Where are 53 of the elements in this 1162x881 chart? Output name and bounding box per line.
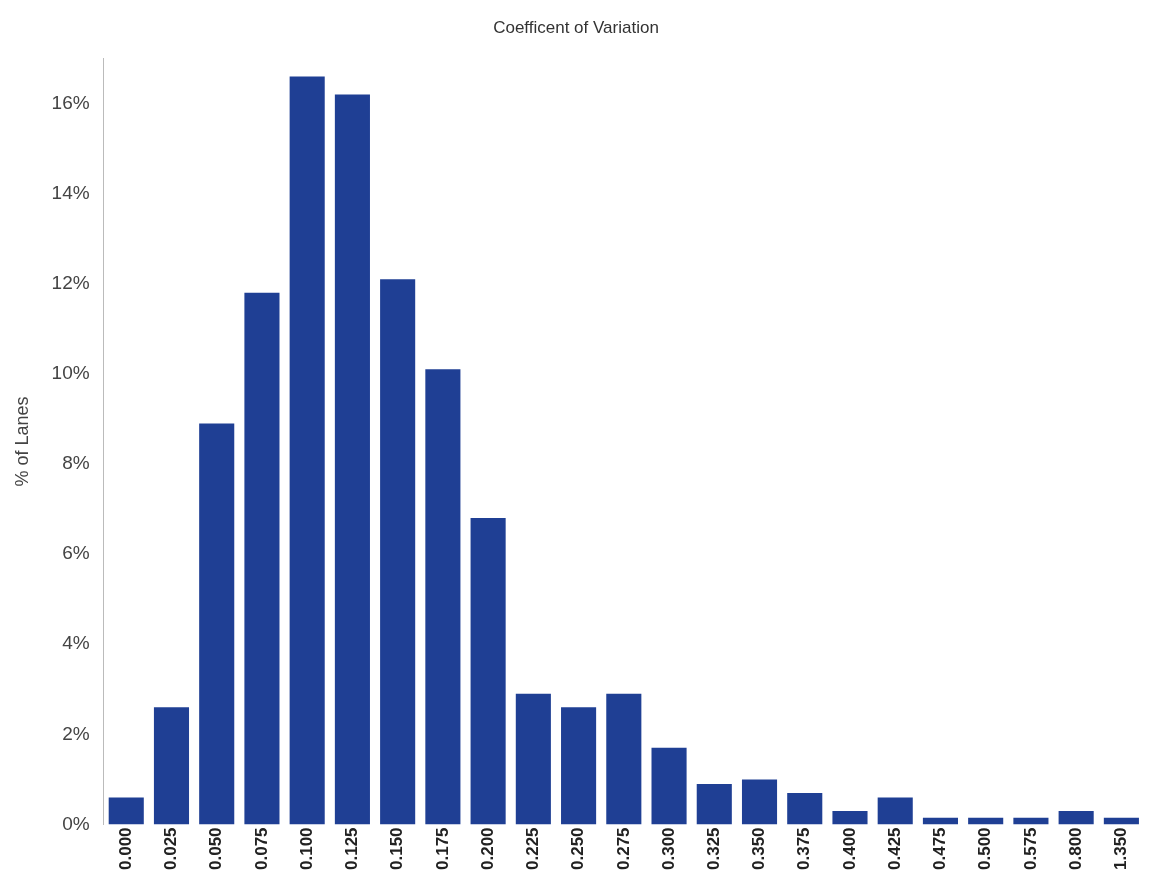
y-tick-label: 16% bbox=[51, 91, 90, 113]
bar bbox=[380, 279, 416, 825]
x-tick-label: 0.500 bbox=[975, 827, 995, 871]
bar bbox=[741, 779, 778, 825]
x-tick-label: 0.050 bbox=[206, 827, 226, 871]
x-tick-label: 0.425 bbox=[884, 827, 904, 871]
bar bbox=[651, 747, 687, 825]
x-tick-label: 0.175 bbox=[432, 827, 452, 871]
bar bbox=[832, 810, 868, 825]
x-tick-label: 0.325 bbox=[703, 827, 723, 871]
bar bbox=[877, 797, 913, 825]
x-tick-label: 0.350 bbox=[749, 827, 769, 871]
y-tick-label: 12% bbox=[51, 271, 90, 293]
y-tick-label: 6% bbox=[62, 542, 90, 564]
x-tick-label: 0.375 bbox=[794, 827, 814, 871]
y-tick-label: 8% bbox=[62, 452, 90, 474]
bar bbox=[289, 76, 325, 825]
bar bbox=[425, 369, 461, 825]
bar bbox=[1058, 810, 1094, 825]
x-tick-label: 0.000 bbox=[115, 827, 135, 871]
x-tick-label: 0.300 bbox=[658, 827, 678, 871]
x-tick-label: 0.475 bbox=[930, 827, 950, 871]
y-tick-label: 4% bbox=[62, 632, 90, 654]
x-tick-label: 0.400 bbox=[839, 827, 859, 871]
bar bbox=[153, 707, 190, 825]
x-tick-label: 0.075 bbox=[251, 827, 271, 871]
bar bbox=[108, 797, 144, 825]
x-tick-label: 0.200 bbox=[477, 827, 497, 871]
y-tick-label: 0% bbox=[62, 812, 90, 834]
bar bbox=[561, 707, 597, 825]
bar bbox=[199, 423, 235, 825]
x-tick-label: 0.275 bbox=[613, 827, 633, 871]
bar bbox=[787, 792, 823, 825]
x-tick-label: 0.575 bbox=[1020, 827, 1040, 871]
bar bbox=[696, 783, 732, 825]
bar bbox=[470, 518, 506, 825]
bar bbox=[334, 94, 370, 825]
chart-title: Coefficent of Variation bbox=[493, 17, 659, 37]
x-tick-label: 0.800 bbox=[1065, 827, 1085, 871]
x-tick-label: 0.250 bbox=[568, 827, 588, 871]
y-tick-label: 14% bbox=[51, 181, 90, 203]
x-tick-label: 0.025 bbox=[161, 827, 181, 871]
x-tick-label: 0.100 bbox=[296, 827, 316, 871]
bar bbox=[244, 292, 280, 825]
x-tick-label: 1.350 bbox=[1111, 827, 1131, 871]
bar bbox=[606, 693, 642, 825]
y-tick-label: 10% bbox=[51, 362, 90, 384]
bar bbox=[515, 693, 551, 825]
y-axis-title: % of Lanes bbox=[11, 396, 32, 487]
x-tick-label: 0.225 bbox=[523, 827, 543, 871]
x-tick-label: 0.125 bbox=[342, 827, 362, 871]
x-tick-label: 0.150 bbox=[387, 827, 407, 871]
y-tick-label: 2% bbox=[62, 722, 90, 744]
